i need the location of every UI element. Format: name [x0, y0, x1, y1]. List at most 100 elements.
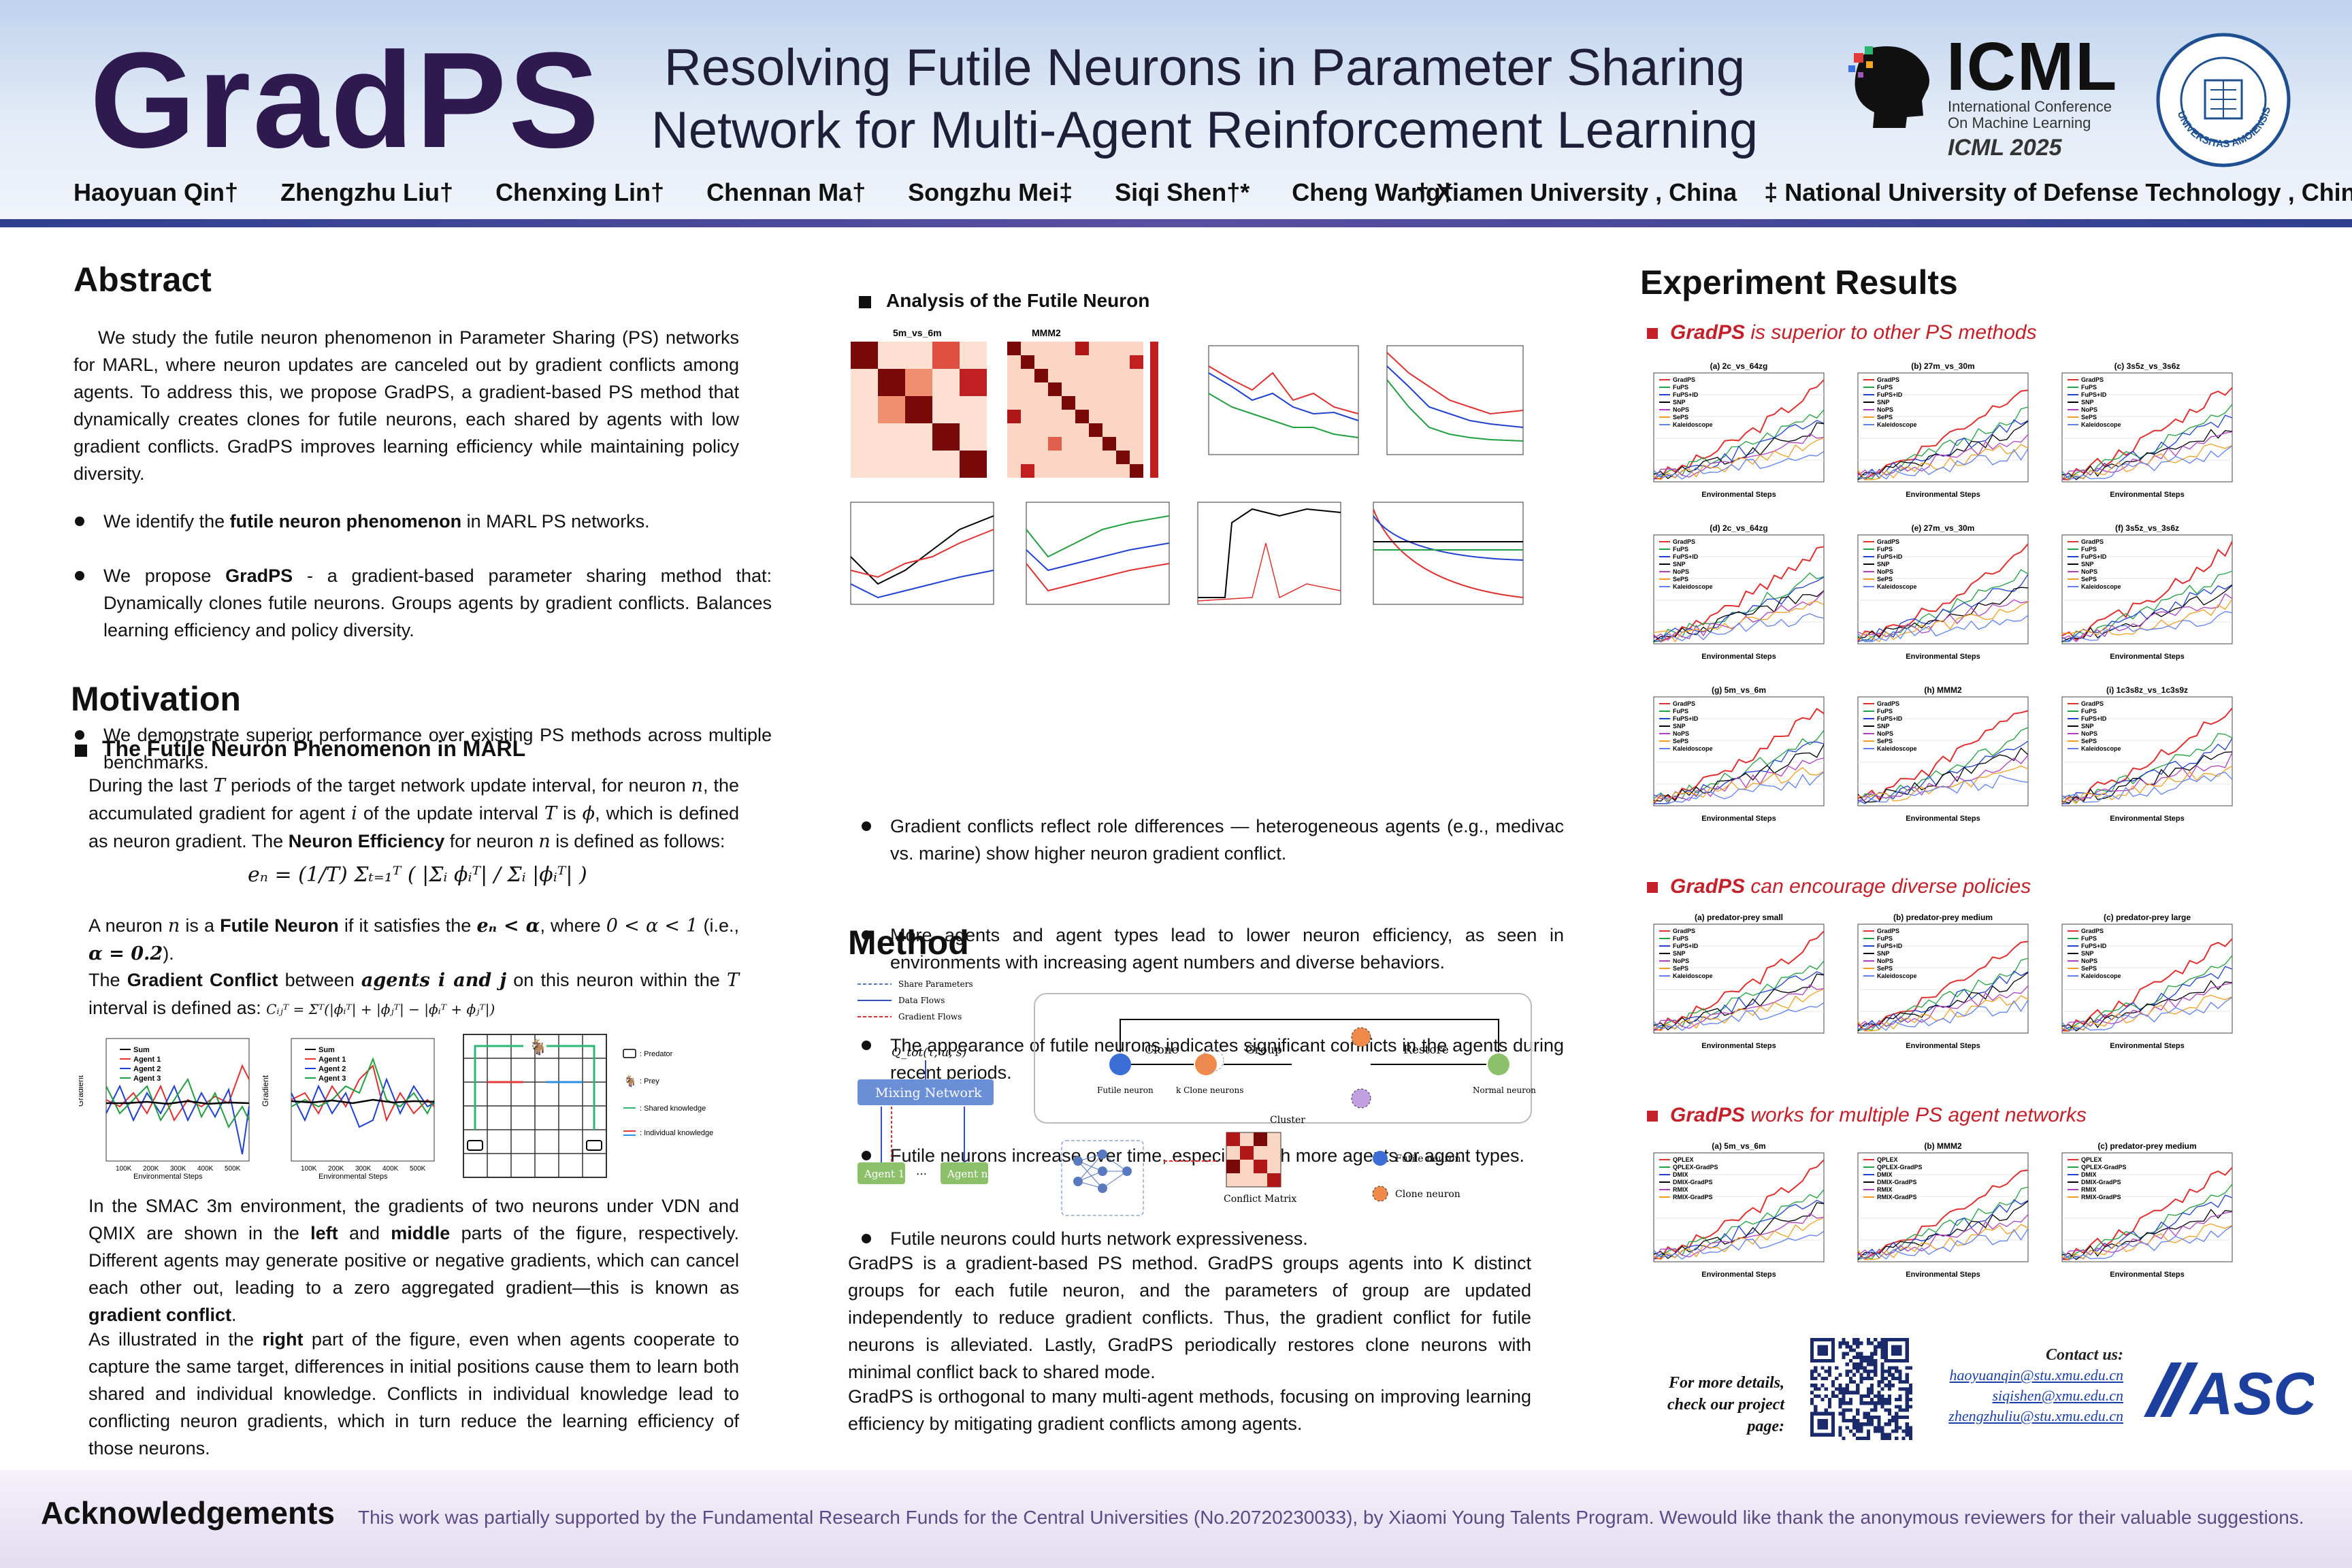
legend-entry: NoPS [1673, 958, 1689, 964]
legend-entry: QPLEX [1877, 1156, 1898, 1163]
legend-entry: SePS [1877, 576, 1893, 583]
legend-entry: NoPS [1877, 958, 1893, 964]
futile-neuron-analysis-figure: 5m_vs_6m MMM2 [850, 327, 1524, 605]
legend-entry: Agent 2 [133, 1065, 161, 1073]
result-subplot: (b) predator-prey medium Environmental St… [1857, 913, 2029, 1050]
legend-entry: Kaleidoscope [2081, 583, 2121, 590]
result-subplot: (c) predator-prey large Environmental Ste… [2061, 913, 2233, 1050]
author: Chenxing Lin† [495, 178, 665, 206]
legend-entry: RMIX-GradPS [1877, 1194, 1917, 1200]
tick-label: 400K [197, 1165, 214, 1173]
colorbar [1150, 342, 1158, 478]
legend-entry: Kaleidoscope [1673, 745, 1713, 752]
author: Haoyuan Qin† [74, 178, 239, 206]
grid-legend: : Predator 🐐: Prey : Shared knowledge : … [623, 1049, 713, 1137]
subplot-title: (h) MMM2 [1924, 685, 1962, 695]
text-run: GradPS [225, 566, 293, 586]
legend-entry: FuPS+ID [1877, 943, 1903, 949]
legend-entry: GradPS [1673, 700, 1695, 707]
legend-entry: QPLEX-GradPS [2081, 1164, 2127, 1171]
legend-entry: Share Parameters [898, 979, 973, 989]
legend-entry: Agent 3 [318, 1075, 346, 1083]
legend-entry: SePS [2081, 576, 2097, 583]
step-label: Cluster [1270, 1115, 1305, 1126]
text-run: on this neuron within the [506, 970, 727, 990]
legend-entry: Kaleidoscope [1673, 973, 1713, 979]
agent-label: Agent n [947, 1168, 988, 1180]
email-link[interactable]: zhengzhuliu@stu.xmu.edu.cn [1948, 1407, 2123, 1424]
tick-label: 400K [382, 1165, 399, 1173]
legend-entry: FuPS [2081, 708, 2097, 715]
legend-entry: FuPS+ID [2081, 943, 2107, 949]
motivation-subheading: The Futile Neuron Phenomenon in MARL [75, 736, 525, 762]
heatmap-5m [851, 342, 987, 478]
square-bullet-icon [1647, 1111, 1658, 1122]
legend-entry: FuPS+ID [1673, 553, 1699, 560]
abstract-bullet: We identify the futile neuron phenomenon… [71, 508, 772, 535]
text-run: futile neuron phenomenon [229, 511, 462, 532]
axis-label: Environmental Steps [1701, 1271, 1776, 1279]
math-var: n [167, 915, 180, 936]
text-run: , where [540, 915, 606, 936]
legend-entry: SNP [2081, 950, 2094, 957]
text-run: The Futile Neuron Phenomenon in MARL [102, 736, 526, 761]
text-run: part of the figure, even when agents coo… [88, 1329, 739, 1458]
email-link[interactable]: siqishen@xmu.edu.cn [1992, 1387, 2123, 1404]
legend-entry: FuPS [1877, 384, 1893, 391]
tick-label: 200K [328, 1165, 344, 1173]
axis-label: Environmental Steps [1701, 1042, 1776, 1050]
qr-code-icon[interactable] [1810, 1338, 1912, 1440]
subplot-title: (a) predator-prey small [1695, 913, 1783, 922]
legend-entry: Agent 3 [133, 1075, 161, 1083]
text-run: middle [391, 1223, 451, 1243]
axis-label: Environmental Steps [1701, 653, 1776, 661]
legend-entry: FuPS+ID [1673, 391, 1699, 398]
math-var: ϕ [582, 803, 595, 824]
result-subplot: (c) predator-prey medium Environmental St… [2061, 1141, 2233, 1279]
prey-icon: 🐐 [623, 1075, 637, 1088]
legend-entry: Agent 1 [133, 1056, 161, 1064]
legend-entry: NoPS [2081, 730, 2097, 737]
text-run: interval is defined as: [88, 998, 267, 1018]
legend-entry: SNP [1877, 723, 1890, 730]
step-label: Conflict Matrix [1224, 1194, 1296, 1205]
axis-label: Environmental Steps [1906, 1271, 1980, 1279]
math-var: n [691, 775, 703, 796]
email-link[interactable]: haoyuanqin@stu.xmu.edu.cn [1949, 1367, 2123, 1384]
tick-label: 300K [355, 1165, 372, 1173]
legend-entry: GradPS [1877, 700, 1899, 707]
text-run: During the last [88, 775, 213, 796]
legend-entry: DMIX-GradPS [1673, 1179, 1713, 1186]
legend-entry: FuPS [1673, 935, 1688, 942]
legend-entry: GradPS [2081, 928, 2104, 934]
method-diagram: Share Parameters Data Flows Gradient Flo… [858, 979, 1536, 1216]
icml-year: ICML 2025 [1948, 135, 2062, 161]
legend-entry: FuPS+ID [1673, 715, 1699, 722]
text-run: - a gradient-based parameter sharing met… [103, 566, 772, 640]
legend-entry: FuPS [1673, 546, 1688, 553]
legend-entry: SNP [1673, 561, 1686, 568]
text-run: (i.e., [698, 915, 740, 936]
text-run: ). [163, 943, 174, 964]
subplot-title: (d) 2c_vs_64zg [1710, 523, 1767, 533]
author: Cheng Wang† [1292, 178, 1454, 206]
legend-entry: FuPS [2081, 384, 2097, 391]
legend-entry: Clone neuron [1395, 1189, 1460, 1200]
agent-label: Agent 1 [864, 1168, 904, 1180]
legend-entry: GradPS [1673, 538, 1695, 545]
legend-entry: SNP [2081, 723, 2094, 730]
legend-entry: SNP [2081, 399, 2094, 406]
text-run: works for multiple PS agent networks [1745, 1104, 2087, 1126]
legend-entry: SePS [2081, 738, 2097, 745]
legend-entry: RMIX [1673, 1186, 1688, 1193]
poster-logo-title: GradPS [90, 24, 602, 176]
legend-entry: SNP [1877, 561, 1890, 568]
text-run: left [310, 1223, 338, 1243]
result-subplot: (c) 3s5z_vs_3s6z Environmental Steps GradP… [2061, 361, 2233, 499]
text-run: for neuron [444, 831, 539, 851]
abstract-heading: Abstract [74, 261, 212, 299]
node-label: Normal neuron [1473, 1085, 1536, 1095]
text-run: We identify the [103, 511, 230, 532]
math-var: i [351, 803, 357, 824]
